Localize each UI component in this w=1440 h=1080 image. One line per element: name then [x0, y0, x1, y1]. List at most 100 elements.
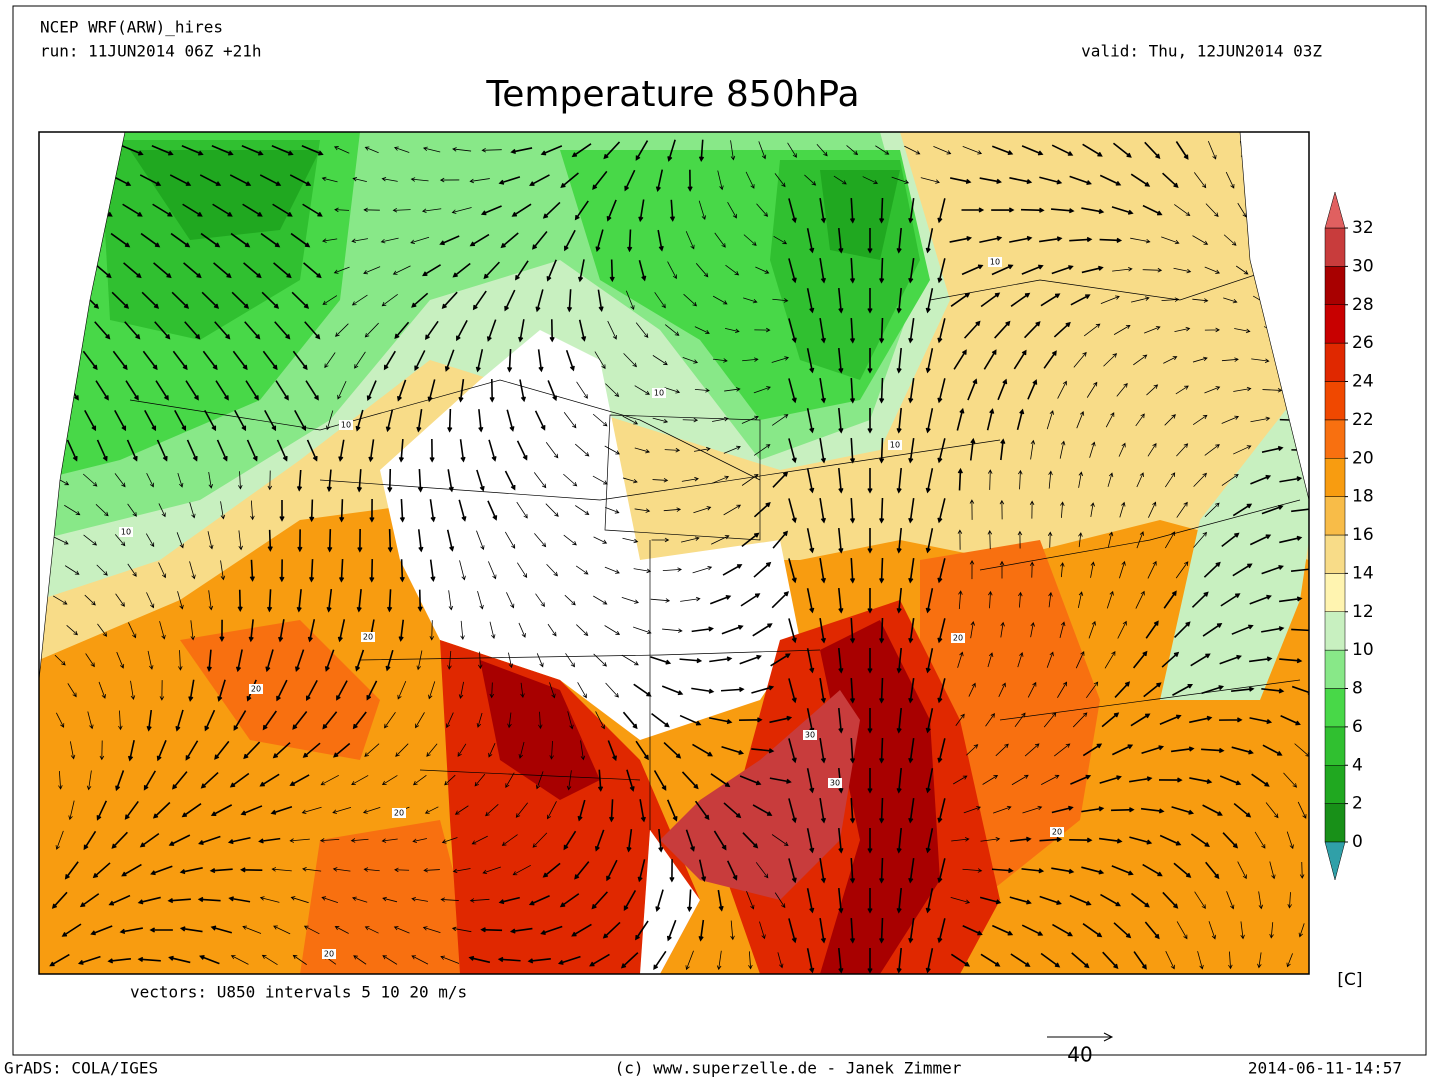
- wind-vector: [988, 590, 993, 609]
- wind-vector: [127, 563, 137, 577]
- wind-vector: [382, 955, 398, 965]
- wind-vector: [1189, 777, 1213, 785]
- wind-vector: [487, 500, 498, 521]
- wind-vector: [879, 677, 885, 704]
- wind-vector: [662, 628, 683, 633]
- wind-vector: [355, 649, 365, 672]
- wind-vector: [879, 737, 885, 764]
- wind-vector: [709, 656, 733, 663]
- wind-vector: [908, 558, 915, 584]
- wind-vector: [663, 507, 682, 512]
- wind-vector: [606, 859, 618, 882]
- wind-vector: [98, 681, 106, 699]
- wind-vector: [1163, 590, 1177, 609]
- wind-vector: [144, 409, 157, 432]
- wind-vector: [669, 859, 675, 883]
- wind-vector: [867, 468, 873, 494]
- wind-vector: [1225, 171, 1235, 189]
- wind-vector: [655, 889, 664, 912]
- wind-vector: [1142, 863, 1163, 877]
- wind-vector: [1261, 445, 1284, 453]
- wind-vector: [623, 890, 637, 912]
- wind-vector: [1011, 774, 1029, 786]
- wind-vector: [1226, 891, 1235, 910]
- wind-vector: [680, 596, 701, 602]
- wind-vector: [692, 743, 713, 757]
- wind-vector: [549, 319, 555, 343]
- wind-vector: [1221, 532, 1240, 548]
- wind-vector: [207, 531, 214, 550]
- wind-vector: [534, 410, 546, 431]
- wind-vector: [992, 924, 1014, 936]
- wind-vector: [304, 321, 321, 340]
- wind-vector: [114, 409, 127, 432]
- wind-vector: [354, 351, 366, 369]
- wind-vector: [90, 925, 113, 936]
- wind-vector: [626, 829, 633, 853]
- wind-vector: [181, 803, 202, 818]
- wind-vector: [204, 709, 216, 732]
- wind-vector: [1100, 295, 1120, 304]
- wind-vector: [1027, 681, 1037, 698]
- wind-vector: [1142, 267, 1163, 273]
- wind-vector: [605, 383, 620, 397]
- wind-vector: [169, 174, 192, 186]
- wind-vector: [85, 653, 95, 668]
- wind-vector: [262, 710, 277, 731]
- wind-vector: [806, 348, 815, 374]
- wind-vector: [753, 502, 771, 518]
- wind-vector: [867, 648, 873, 674]
- wind-vector: [83, 830, 97, 851]
- wind-vector: [819, 798, 827, 824]
- wind-vector: [1113, 324, 1131, 335]
- wind-vector: [849, 317, 856, 344]
- wind-vector: [476, 469, 485, 492]
- wind-vector: [476, 712, 483, 728]
- wind-vector: [108, 894, 131, 906]
- model-label: NCEP WRF(ARW)_hires: [40, 18, 223, 37]
- wind-vector: [1279, 658, 1303, 664]
- wind-vector: [276, 439, 288, 462]
- wind-vector: [229, 772, 250, 788]
- wind-vector: [681, 771, 699, 790]
- wind-vector: [1173, 267, 1192, 274]
- wind-vector: [533, 472, 547, 489]
- wind-vector: [933, 145, 952, 155]
- wind-vector: [238, 471, 243, 490]
- wind-vector: [480, 205, 502, 216]
- wind-vector: [1261, 626, 1285, 633]
- wind-vector: [563, 412, 577, 429]
- wind-vector: [1016, 408, 1025, 430]
- wind-vector: [867, 948, 873, 974]
- wind-vector: [833, 175, 847, 185]
- wind-vector: [685, 829, 695, 852]
- wind-vector: [1069, 837, 1093, 843]
- colorbar-tick-label: 6: [1352, 717, 1363, 737]
- wind-vector: [240, 805, 263, 816]
- wind-vector: [292, 954, 307, 965]
- wind-vector: [1082, 143, 1103, 157]
- wind-vector: [326, 469, 332, 493]
- wind-vector: [538, 711, 543, 730]
- wind-vector: [838, 227, 844, 254]
- wind-vector: [908, 858, 915, 884]
- wind-vector: [1219, 775, 1242, 786]
- wind-vector: [908, 678, 915, 704]
- wind-vector: [908, 798, 915, 824]
- footer-left: GrADS: COLA/IGES: [4, 1059, 158, 1078]
- wind-vector: [951, 837, 970, 842]
- wind-vector: [1088, 620, 1096, 639]
- wind-vector: [862, 176, 879, 185]
- wind-vector: [1129, 836, 1153, 845]
- wind-vector: [381, 775, 398, 786]
- wind-vector: [326, 588, 333, 613]
- wind-vector: [867, 888, 873, 914]
- wind-vector: [1029, 561, 1035, 578]
- wind-vector: [937, 438, 946, 464]
- colorbar-segment: [1324, 726, 1346, 766]
- colorbar-segment: [1324, 611, 1346, 651]
- wind-vector: [296, 469, 303, 492]
- contour-label: 20: [1052, 828, 1062, 837]
- wind-vector: [1021, 924, 1044, 936]
- wind-vector: [279, 499, 285, 522]
